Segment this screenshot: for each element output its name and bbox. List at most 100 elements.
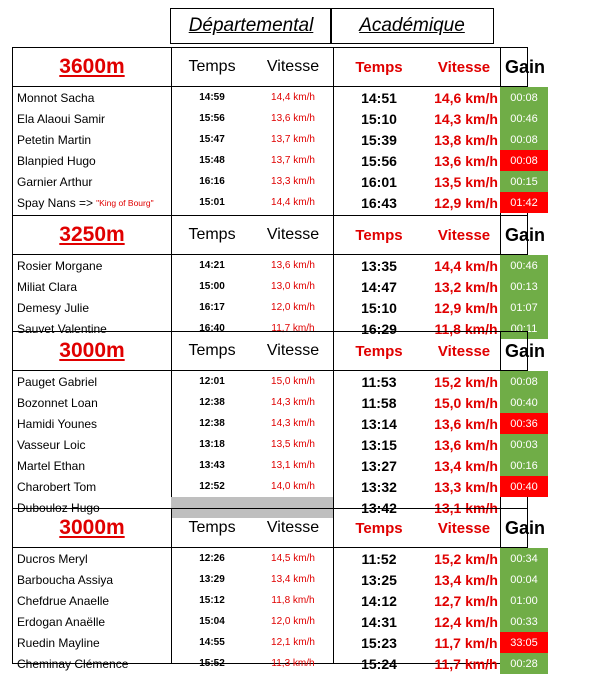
table-row: Spay Nans => "King of Bourg" 15:01 14,4 km/… — [13, 192, 548, 213]
table-row: Blanpied Hugo 15:48 13,7 km/h 15:56 13,6 km/… — [13, 150, 548, 171]
athlete-name: Dubouloz Hugo — [17, 497, 100, 518]
table-row: Dubouloz Hugo 13:42 13,1 km/h — [13, 497, 527, 518]
academique-vitesse: 12,9 km/h — [434, 299, 498, 316]
section-header: 3000m Temps Vitesse Temps Vitesse Gain — [13, 332, 545, 371]
departemental-vitesse: 13,7 km/h — [271, 155, 315, 166]
vitesse-label: Vitesse — [266, 58, 320, 75]
academique-vitesse: 13,1 km/h — [434, 499, 498, 516]
table-row: Garnier Arthur 16:16 13,3 km/h 16:01 13,5 km… — [13, 171, 548, 192]
athlete-name: Barboucha Assiya — [17, 569, 113, 590]
departemental-vitesse: 13,3 km/h — [271, 176, 315, 187]
athlete-name: Blanpied Hugo — [17, 150, 96, 171]
departemental-temps: 14:21 — [199, 260, 225, 271]
academique-temps: 15:39 — [361, 131, 397, 148]
athlete-nickname: "King of Bourg" — [96, 197, 154, 208]
section-2: 3250m Temps Vitesse Temps Vitesse Gain Rosier … — [12, 215, 548, 339]
departemental-vitesse: 13,5 km/h — [271, 439, 315, 450]
table-row: Rosier Morgane 14:21 13,6 km/h 13:35 14,4 km… — [13, 255, 548, 276]
academique-temps: 13:25 — [361, 571, 397, 588]
academique-vitesse: 14,4 km/h — [434, 257, 498, 274]
academique-temps: 14:12 — [361, 592, 397, 609]
departemental-vitesse: 14,0 km/h — [271, 481, 315, 492]
gain-value: 00:04 — [500, 569, 548, 590]
academique-vitesse: 13,6 km/h — [434, 415, 498, 432]
gain-value: 00:40 — [500, 392, 548, 413]
departemental-vitesse: 13,4 km/h — [271, 574, 315, 585]
athlete-name-text: Ela Alaoui Samir — [17, 111, 106, 126]
academique-vitesse: 15,2 km/h — [434, 373, 498, 390]
table-row: Hamidi Younes 12:38 14,3 km/h 13:14 13,6 km/… — [13, 413, 548, 434]
section-header: 3000m Temps Vitesse Temps Vitesse Gain — [13, 509, 545, 548]
section-3: 3000m Temps Vitesse Temps Vitesse Gain Pauget … — [12, 331, 548, 518]
academique-temps: 15:24 — [361, 655, 397, 672]
athlete-name-text: Hamidi Younes — [17, 416, 98, 431]
gain-label: Gain — [504, 517, 545, 538]
column-divider — [333, 216, 334, 331]
academique-vitesse: 13,4 km/h — [434, 571, 498, 588]
departemental-temps: 13:43 — [199, 460, 225, 471]
gain-label: Gain — [504, 56, 545, 77]
temps-academique-label: Temps — [355, 519, 403, 537]
gain-value: 33:05 — [500, 632, 548, 653]
column-divider — [171, 216, 172, 331]
table-row: Sauvet Valentine 16:40 11,7 km/h 16:29 11,8 … — [13, 318, 548, 339]
gain-value: 00:40 — [500, 476, 548, 497]
gain-value: 01:07 — [500, 297, 548, 318]
departemental-temps: 15:52 — [199, 658, 225, 669]
athlete-name-text: Blanpied Hugo — [17, 153, 96, 168]
gain-value: 00:28 — [500, 653, 548, 674]
gain-value: 00:08 — [500, 87, 548, 108]
gain-value: 00:46 — [500, 108, 548, 129]
departemental-vitesse: 14,3 km/h — [271, 397, 315, 408]
departemental-temps: 15:12 — [199, 595, 225, 606]
athlete-name-text: Demesy Julie — [17, 300, 90, 315]
table-row: Martel Ethan 13:43 13,1 km/h 13:27 13,4 km/h… — [13, 455, 548, 476]
athlete-name-text: Cheminay Clémence — [17, 656, 129, 671]
academique-vitesse: 14,3 km/h — [434, 110, 498, 127]
academique-vitesse: 13,4 km/h — [434, 457, 498, 474]
departemental-vitesse: 11,3 km/h — [271, 658, 315, 669]
departemental-vitesse: 12,1 km/h — [271, 637, 315, 648]
vitesse-label: Vitesse — [266, 342, 320, 359]
athlete-name: Monnot Sacha — [17, 87, 94, 108]
table-row: Ela Alaoui Samir 15:56 13,6 km/h 15:10 14,3 … — [13, 108, 548, 129]
academique-vitesse: 12,9 km/h — [434, 194, 498, 211]
academique-temps: 13:35 — [361, 257, 397, 274]
section-4: 3000m Temps Vitesse Temps Vitesse Gain Ducros … — [12, 508, 548, 674]
table-row: Chefdrue Anaelle 15:12 11,8 km/h 14:12 12,7 … — [13, 590, 548, 611]
academique-temps: 13:14 — [361, 415, 397, 432]
academique-vitesse: 11,7 km/h — [434, 634, 498, 651]
temps-label: Temps — [188, 226, 236, 243]
athlete-name-text: Spay Nans => — [17, 195, 94, 210]
academique-temps: 15:56 — [361, 152, 397, 169]
athlete-name: Demesy Julie — [17, 297, 89, 318]
athlete-name: Chefdrue Anaelle — [17, 590, 109, 611]
gain-value: 00:13 — [500, 276, 548, 297]
athlete-name: Ducros Meryl — [17, 548, 88, 569]
athlete-name: Pauget Gabriel — [17, 371, 97, 392]
athlete-name: Spay Nans => "King of Bourg" — [17, 192, 154, 213]
departemental-temps: 16:17 — [199, 302, 225, 313]
athlete-name: Charobert Tom — [17, 476, 96, 497]
column-divider — [171, 509, 172, 663]
column-divider — [171, 332, 172, 508]
departemental-temps: 15:00 — [199, 281, 225, 292]
departemental-vitesse: 13,0 km/h — [271, 281, 315, 292]
table-row: Barboucha Assiya 13:29 13,4 km/h 13:25 13,4 … — [13, 569, 548, 590]
academique-vitesse: 13,2 km/h — [434, 278, 498, 295]
departemental-vitesse: 15,0 km/h — [271, 376, 315, 387]
temps-academique-label: Temps — [355, 58, 403, 76]
departemental-vitesse: 12,0 km/h — [271, 302, 315, 313]
athlete-name: Hamidi Younes — [17, 413, 97, 434]
temps-label: Temps — [188, 342, 236, 359]
athlete-name-text: Ducros Meryl — [17, 551, 88, 566]
athlete-name-text: Charobert Tom — [17, 479, 97, 494]
academique-temps: 11:52 — [361, 550, 397, 567]
departemental-temps: 12:01 — [199, 376, 225, 387]
academique-temps: 13:42 — [361, 499, 397, 516]
academique-vitesse: 13,8 km/h — [434, 131, 498, 148]
academique-vitesse: 13,5 km/h — [434, 173, 498, 190]
departemental-vitesse: 13,7 km/h — [271, 134, 315, 145]
gain-label: Gain — [504, 224, 545, 245]
academique-vitesse: 11,8 km/h — [434, 320, 498, 337]
